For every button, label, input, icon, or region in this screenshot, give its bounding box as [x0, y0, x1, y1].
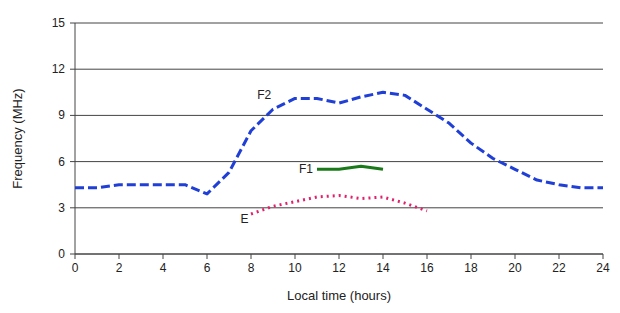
x-tick	[603, 254, 604, 259]
x-tick-label: 2	[116, 261, 123, 275]
y-tick-label: 9	[58, 108, 65, 122]
annotation: E	[240, 212, 248, 226]
y-tick	[70, 115, 75, 116]
series-line	[251, 195, 427, 213]
x-tick	[75, 254, 76, 259]
x-tick-label: 18	[464, 261, 478, 275]
x-tick	[559, 254, 560, 259]
y-tick-label: 0	[58, 247, 65, 261]
grid-line	[75, 254, 603, 255]
x-tick	[251, 254, 252, 259]
y-tick	[70, 69, 75, 70]
y-tick	[70, 254, 75, 255]
x-tick-label: 16	[420, 261, 434, 275]
x-tick	[427, 254, 428, 259]
grid-line	[75, 23, 603, 24]
y-axis-label: Frequency (MHz)	[10, 88, 25, 188]
plot-area	[75, 92, 603, 214]
x-axis	[75, 254, 603, 255]
y-tick	[70, 161, 75, 162]
x-tick-label: 22	[552, 261, 566, 275]
y-tick	[70, 207, 75, 208]
x-tick	[295, 254, 296, 259]
y-tick-label: 6	[58, 155, 65, 169]
x-tick-label: 6	[204, 261, 211, 275]
x-tick-label: 4	[160, 261, 167, 275]
chart: 03691215024681012141618202224F2F1ELocal …	[0, 0, 620, 313]
annotation: F2	[257, 88, 271, 102]
x-tick-label: 10	[288, 261, 302, 275]
x-tick	[471, 254, 472, 259]
grid-line	[75, 115, 603, 116]
x-tick-label: 24	[596, 261, 610, 275]
x-tick-label: 12	[332, 261, 346, 275]
annotation: F1	[299, 162, 313, 176]
x-tick-label: 8	[248, 261, 255, 275]
y-tick-label: 3	[58, 201, 65, 215]
grid-line	[75, 161, 603, 162]
y-tick-label: 15	[52, 16, 66, 30]
x-tick	[515, 254, 516, 259]
y-axis	[75, 23, 76, 254]
series-line	[75, 92, 603, 194]
x-tick-label: 14	[376, 261, 390, 275]
x-tick	[207, 254, 208, 259]
grid-line	[75, 69, 603, 70]
grid-line	[75, 207, 603, 208]
x-tick	[163, 254, 164, 259]
x-tick-label: 0	[72, 261, 79, 275]
series-line	[317, 166, 383, 169]
x-tick-label: 20	[508, 261, 522, 275]
x-tick	[119, 254, 120, 259]
x-axis-label: Local time (hours)	[287, 288, 391, 303]
y-tick	[70, 23, 75, 24]
x-tick	[339, 254, 340, 259]
x-tick	[383, 254, 384, 259]
y-tick-label: 12	[52, 62, 66, 76]
